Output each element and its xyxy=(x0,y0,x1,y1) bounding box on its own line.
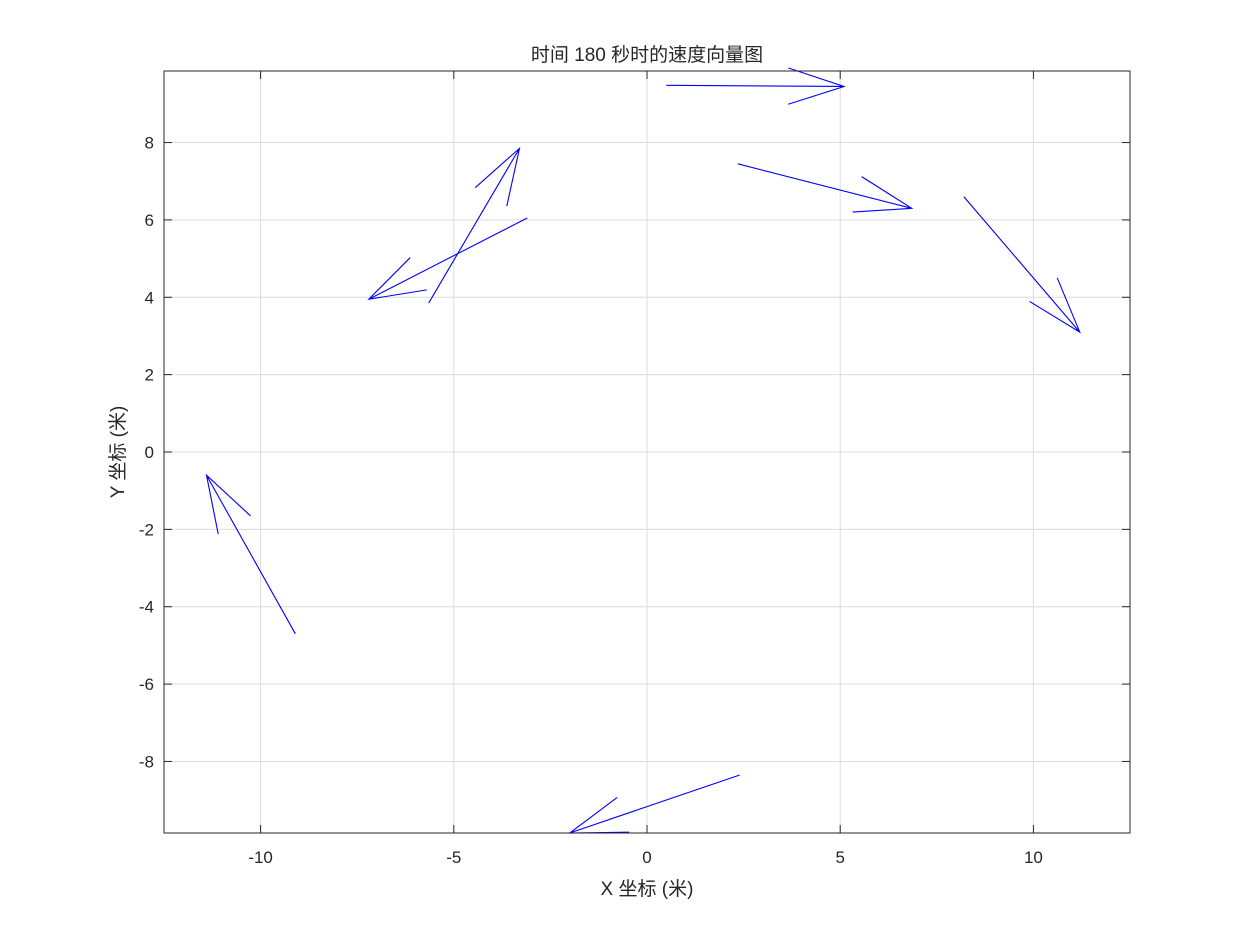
velocity-vector xyxy=(666,67,846,105)
y-tick-label: -6 xyxy=(139,675,154,694)
velocity-vector xyxy=(205,473,296,635)
x-tick-label: 10 xyxy=(1024,848,1043,867)
x-axis-label: X 坐标 (米) xyxy=(601,878,694,900)
y-tick-label: 4 xyxy=(145,288,154,307)
vector-arrow xyxy=(428,146,521,304)
velocity-vector xyxy=(737,163,914,213)
y-axis-label: Y 坐标 (米) xyxy=(107,406,129,499)
vector-arrow xyxy=(737,163,914,213)
vector-arrow xyxy=(367,217,528,301)
y-tick-label: 6 xyxy=(145,211,154,230)
y-tick-label: -8 xyxy=(139,752,154,771)
velocity-vectors xyxy=(205,67,1081,834)
grid-lines xyxy=(164,71,1130,833)
y-tick-label: 8 xyxy=(145,134,154,153)
y-tick-label: 2 xyxy=(145,366,154,385)
chart-title: 时间 180 秒时的速度向量图 xyxy=(531,44,763,66)
axis-ticks: -10 -5 0 5 10 -8 -6 -4 -2 0 2 4 6 8 xyxy=(139,71,1130,867)
velocity-vector xyxy=(367,217,528,301)
x-tick-label: -5 xyxy=(446,848,461,867)
vector-arrow xyxy=(205,473,296,635)
y-tick-label: -2 xyxy=(139,520,154,539)
x-tick-label: 0 xyxy=(642,848,651,867)
velocity-vector xyxy=(428,146,521,304)
vector-arrow xyxy=(666,67,846,105)
y-tick-label: 0 xyxy=(145,443,154,462)
y-tick-label: -4 xyxy=(139,598,154,617)
vector-arrow xyxy=(963,196,1081,334)
x-tick-label: -10 xyxy=(248,848,273,867)
x-tick-label: 5 xyxy=(835,848,844,867)
velocity-vector xyxy=(963,196,1081,334)
